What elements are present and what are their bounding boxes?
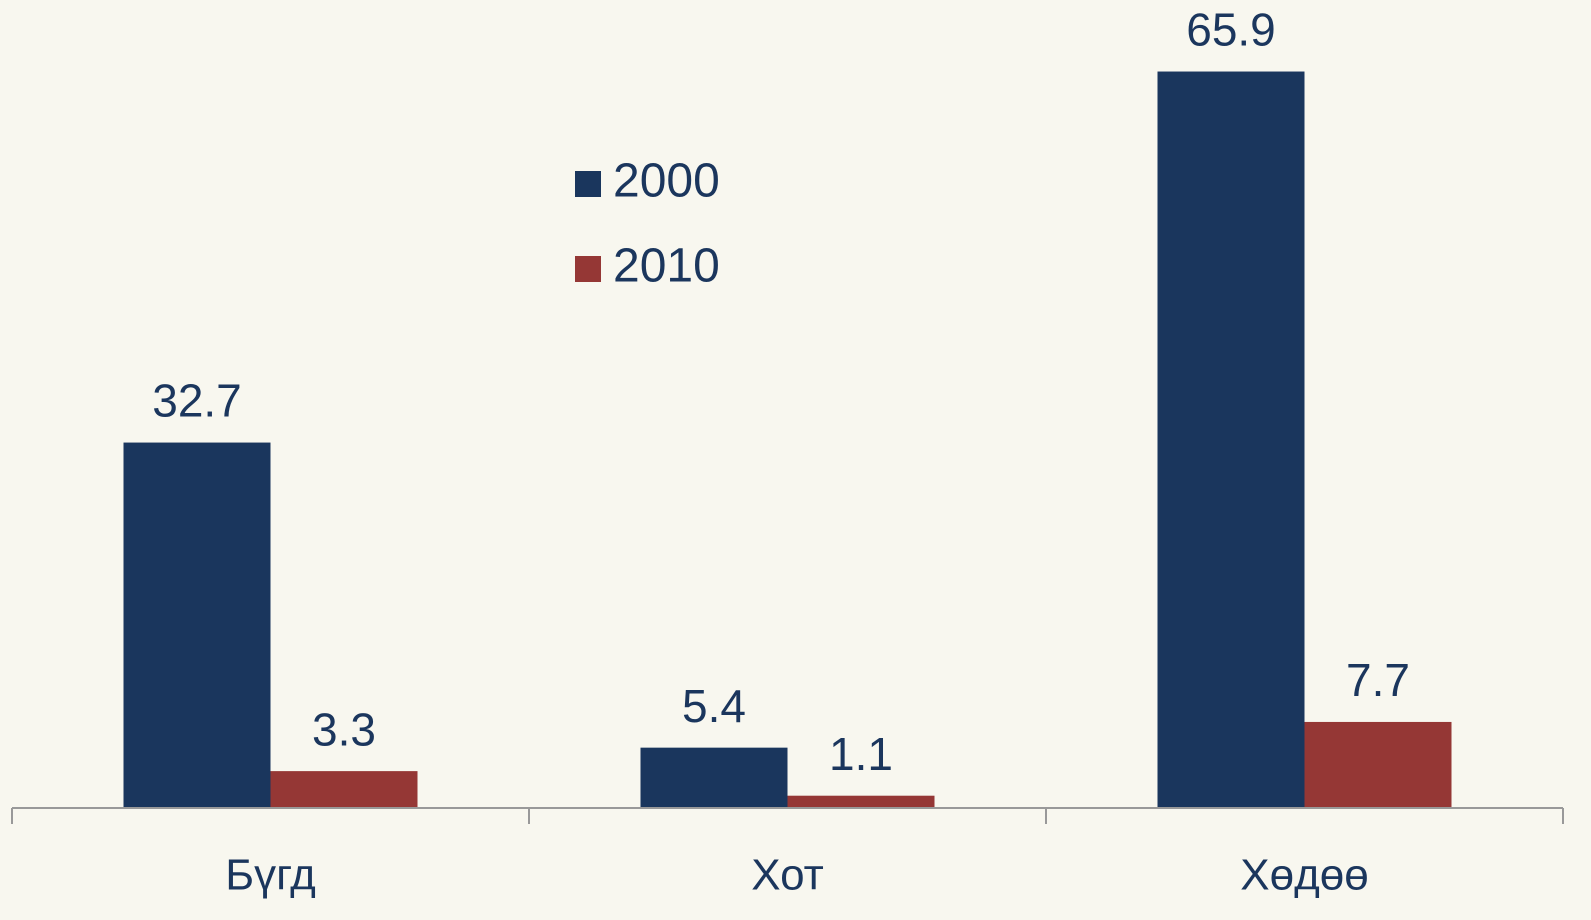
data-label: 1.1 [829,728,893,780]
data-label: 3.3 [312,703,376,755]
bar [270,771,418,808]
data-label: 65.9 [1186,4,1276,56]
data-label: 7.7 [1346,654,1410,706]
x-tick-label: Хот [751,851,824,900]
bar [640,747,788,808]
bar [1304,721,1452,808]
x-tick-label: Хөдөө [1240,851,1368,900]
x-tick-label: Бүгд [225,851,316,900]
data-label: 5.4 [682,680,746,732]
legend-swatch [575,256,601,282]
bar [1157,71,1305,808]
bar [787,795,935,808]
legend-label: 2000 [613,155,720,208]
bar [123,442,271,808]
legend-swatch [575,171,601,197]
data-label: 32.7 [152,375,242,427]
legend-label: 2010 [613,240,720,293]
